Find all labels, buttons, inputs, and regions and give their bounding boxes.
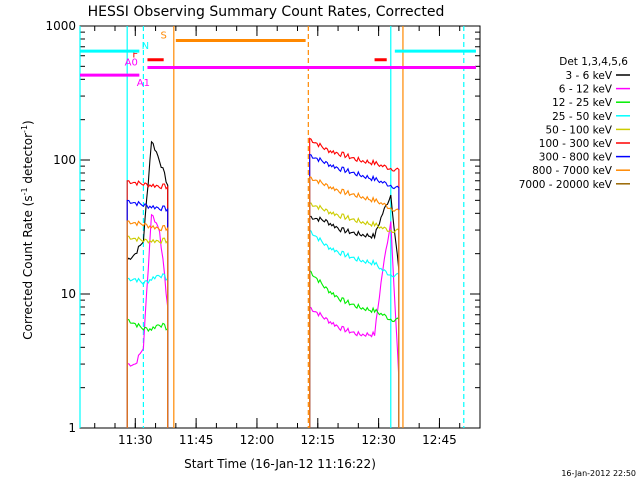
y-axis-title-main: Corrected Count Rate (s (21, 195, 35, 339)
y-axis-title-sup1: -1 (20, 187, 29, 195)
flag-label: S (160, 30, 166, 41)
series-line (126, 318, 169, 428)
x-tick-label: 12:00 (240, 433, 275, 447)
legend-entry-label: 7000 - 20000 keV (519, 179, 613, 191)
legend-entry-label: 3 - 6 keV (565, 70, 612, 82)
x-tick-label: 12:15 (300, 433, 335, 447)
x-tick-label: 12:45 (422, 433, 457, 447)
y-tick-label: 100 (53, 153, 76, 167)
chart-title: HESSI Observing Summary Count Rates, Cor… (88, 4, 445, 20)
legend-entry-label: 300 - 800 keV (539, 152, 613, 164)
generation-timestamp: 16-Jan-2012 22:50 (561, 469, 636, 478)
y-tick-label: 1 (68, 421, 76, 435)
series-line (309, 194, 400, 428)
y-axis-title-mid: detector (21, 133, 35, 188)
series-line (309, 176, 400, 428)
legend-entry-label: 800 - 7000 keV (532, 165, 613, 177)
series-line (126, 235, 169, 428)
series-line (126, 213, 169, 428)
y-axis-title-end: ) (21, 120, 35, 125)
y-axis-title: Corrected Count Rate (s-1 detector-1) (20, 120, 35, 339)
x-axis-title: Start Time (16-Jan-12 11:16:22) (184, 457, 376, 471)
series-line (309, 137, 400, 428)
series-line (126, 180, 169, 428)
legend-entry-label: 25 - 50 keV (552, 111, 613, 123)
plot-layer: 1 10 100 1000 11:30 11:45 12:00 12:15 12:30 12:45… (45, 19, 481, 447)
legend-entry-label: 100 - 300 keV (539, 138, 613, 150)
y-axis-title-sup2: -1 (20, 125, 29, 133)
legend-title: Det 1,3,4,5,6 (559, 56, 628, 68)
flag-label: A1 (137, 78, 150, 89)
x-tick-label: 12:30 (361, 433, 396, 447)
flag-label: A0 (125, 58, 138, 69)
y-tick-label: 1000 (45, 19, 76, 33)
y-tick-label: 10 (61, 287, 76, 301)
flag-label: N (142, 41, 149, 52)
series-line (309, 269, 400, 428)
flag-label: F (132, 50, 138, 61)
legend-entry-label: 50 - 100 keV (545, 124, 612, 136)
series-line (309, 229, 400, 428)
series-line (309, 221, 400, 428)
series-line (309, 153, 400, 428)
series-line (126, 140, 169, 428)
x-tick-label: 11:30 (118, 433, 153, 447)
series-line (126, 199, 169, 428)
legend-entry-label: 12 - 25 keV (552, 97, 613, 109)
series-line (126, 273, 169, 428)
series-line (309, 202, 400, 428)
x-tick-label: 11:45 (179, 433, 214, 447)
legend-entry-label: 6 - 12 keV (559, 84, 613, 96)
series-line (126, 220, 169, 428)
